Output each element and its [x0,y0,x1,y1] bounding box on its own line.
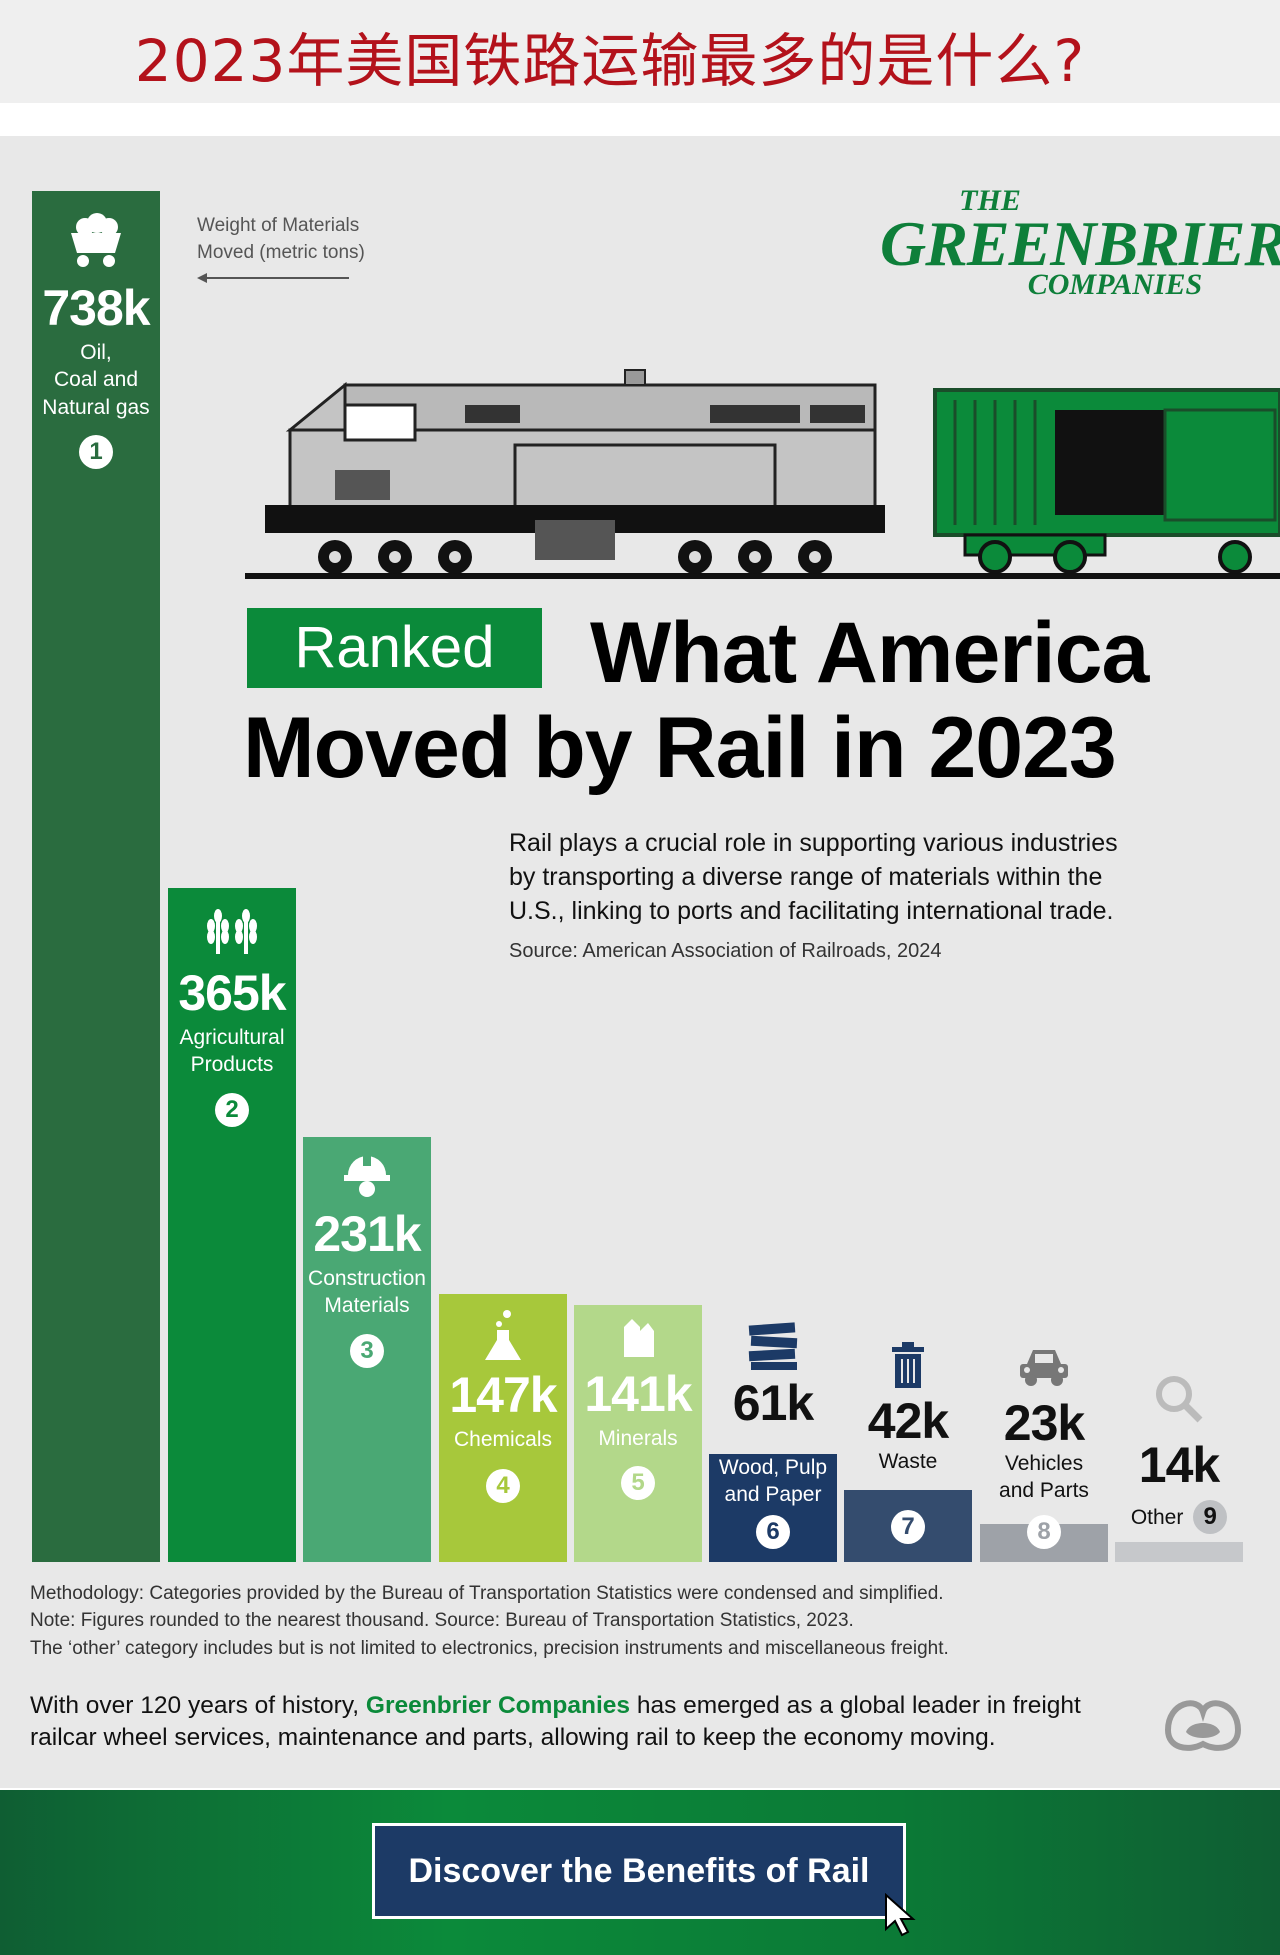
rank-badge: 2 [215,1092,249,1127]
bar-value: 231k [313,1206,421,1262]
top-banner: 2023年美国铁路运输最多的是什么? [0,0,1280,103]
bar-label: Oil, Coal and Natural gas [42,341,150,419]
bar-label: Other 9 [1115,1500,1243,1534]
bar-other: 14k Other 9 [1115,1376,1243,1562]
rank-badge: 8 [1027,1514,1061,1549]
bar-label: Vehicles and Parts [999,1452,1089,1503]
axis-note-line2: Moved (metric tons) [197,241,365,263]
bar-value: 14k [1138,1437,1220,1493]
bar-oil-coal-gas: 738k Oil, Coal and Natural gas 1 [32,191,160,1562]
bar-label: Wood, Pulp and Paper [718,1456,828,1507]
bar-value: 365k [178,965,286,1021]
trash-can-icon [844,1342,972,1388]
company-blurb: With over 120 years of history, Greenbri… [30,1692,1081,1752]
axis-note: Weight of Materials Moved (metric tons) [197,213,365,266]
note-line2: Note: Figures rounded to the nearest tho… [30,1610,854,1632]
rank-badge: 5 [621,1466,655,1501]
rank-badge: 6 [756,1514,790,1549]
bar-label: Minerals [598,1427,678,1450]
axis-note-line1: Weight of Materials [197,215,360,236]
train-illustration [245,369,1280,579]
note-line1: Methodology: Categories provided by the … [30,1583,944,1604]
brand-link[interactable]: Greenbrier Companies [365,1692,631,1719]
intro-line3: U.S., linking to ports and facilitating … [509,897,1114,925]
rank-badge: 7 [891,1510,925,1545]
bar-value: 61k [732,1375,814,1431]
bar-construction: 231k Construction Materials 3 [303,1137,431,1562]
bar-label: Construction Materials [308,1267,426,1318]
bar-vehicles: 23k Vehicles and Parts 8 [980,1350,1108,1562]
rank-badge: 3 [350,1333,384,1368]
rank-badge: 9 [1193,1500,1228,1534]
intro-line1: Rail plays a crucial role in supporting … [509,829,1118,857]
headline-line2: Moved by Rail in 2023 [243,700,1117,796]
bar-label: Waste [878,1450,938,1473]
bar-value: 141k [584,1366,692,1422]
bar-agricultural: 365k Agricultural Products 2 [168,888,296,1562]
magnifier-icon [1115,1372,1243,1426]
bar-value: 738k [42,280,150,336]
hardhat-icon [303,1151,431,1199]
paper-stack-icon [709,1322,837,1370]
rank-badge: 4 [486,1469,520,1504]
bar-value: 23k [1003,1395,1085,1451]
brand-mark-icon [1164,1700,1242,1751]
bar-label: Agricultural Products [179,1026,285,1077]
greenbrier-logo: THE GREENBRIER COMPANIES [880,184,1280,301]
rank-badge: 1 [79,434,113,469]
ranked-badge: Ranked [247,608,542,688]
wheat-icon [168,904,296,956]
discover-benefits-button[interactable]: Discover the Benefits of Rail [372,1823,906,1919]
bar-value: 147k [449,1367,557,1423]
bar-wood-paper: 61k Wood, Pulp and Paper 6 [709,1322,837,1562]
bar-chemicals: 147k Chemicals 4 [439,1294,567,1562]
source-text: Source: American Association of Railroad… [509,940,942,962]
page-title-chinese: 2023年美国铁路运输最多的是什么? [134,27,1086,95]
intro-text: Rail plays a crucial role in supporting … [509,826,1209,928]
bar-label: Chemicals [453,1428,553,1451]
cursor-icon [885,1893,916,1937]
crystal-icon [574,1317,702,1359]
coal-cart-icon [32,213,160,269]
headline-line1: What America [590,605,1149,701]
methodology-notes: Methodology: Categories provided by the … [30,1580,949,1662]
bar-value: 42k [867,1393,949,1449]
intro-line2: by transporting a diverse range of mater… [509,863,1103,891]
bar-waste: 42k Waste 7 [844,1342,972,1562]
car-icon [980,1346,1108,1388]
bar-minerals: 141k Minerals 5 [574,1305,702,1562]
flask-icon [439,1308,567,1362]
arrow-left-icon [197,273,349,283]
note-line3: The ‘other’ category includes but is not… [30,1637,949,1659]
